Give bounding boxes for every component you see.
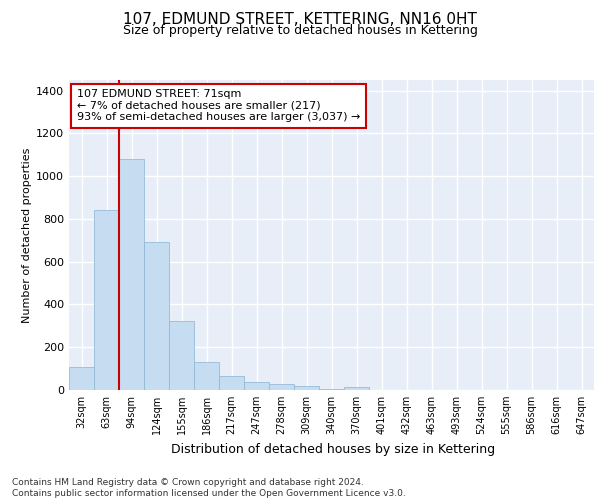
Bar	[94, 210, 119, 390]
Bar	[319, 389, 344, 390]
Bar	[219, 376, 244, 390]
Bar	[69, 367, 94, 390]
Bar	[144, 242, 169, 390]
Text: 107, EDMUND STREET, KETTERING, NN16 0HT: 107, EDMUND STREET, KETTERING, NN16 0HT	[123, 12, 477, 28]
Text: Contains HM Land Registry data © Crown copyright and database right 2024.
Contai: Contains HM Land Registry data © Crown c…	[12, 478, 406, 498]
Y-axis label: Number of detached properties: Number of detached properties	[22, 148, 32, 322]
Bar	[244, 382, 269, 390]
Text: Distribution of detached houses by size in Kettering: Distribution of detached houses by size …	[171, 442, 495, 456]
Bar	[269, 384, 294, 390]
Text: Size of property relative to detached houses in Kettering: Size of property relative to detached ho…	[122, 24, 478, 37]
Bar	[294, 386, 319, 390]
Bar	[119, 160, 144, 390]
Bar	[344, 388, 369, 390]
Bar	[194, 362, 219, 390]
Text: 107 EDMUND STREET: 71sqm
← 7% of detached houses are smaller (217)
93% of semi-d: 107 EDMUND STREET: 71sqm ← 7% of detache…	[77, 90, 360, 122]
Bar	[169, 320, 194, 390]
